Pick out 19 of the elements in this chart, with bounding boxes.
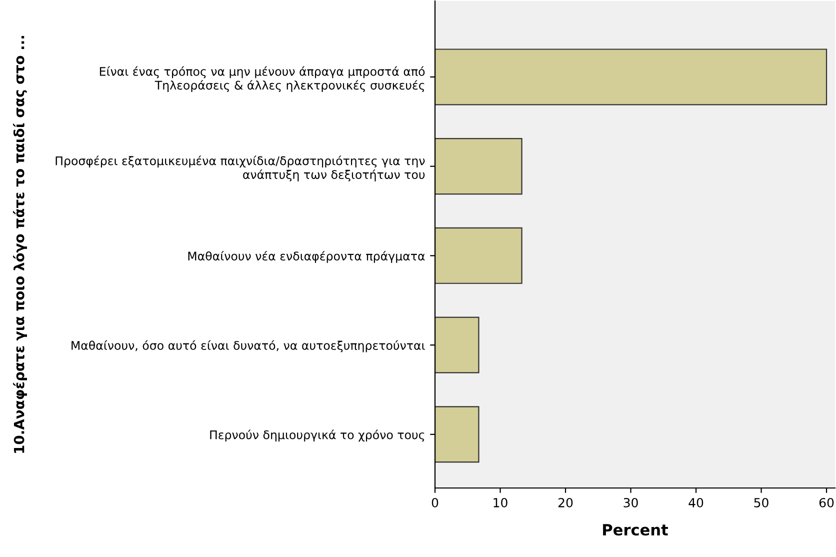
y-tick-label: Μαθαίνουν, όσο αυτό είναι δυνατό, να αυτοεξυπηρετούνται <box>72 340 425 352</box>
x-tick-label: 20 <box>558 498 573 508</box>
x-tick-label: 10 <box>494 498 508 508</box>
bar <box>435 138 522 195</box>
bar <box>435 227 522 284</box>
x-tick-label: 60 <box>819 498 834 508</box>
bar <box>435 316 480 374</box>
x-tick-label: 50 <box>754 498 768 508</box>
x-tick-label: 0 <box>432 498 438 508</box>
y-tick-label: Προσφέρει εξατομικευμένα παιχνίδια/δραστηριότητες για την ανάπτυξη των δεξιοτήτων του <box>56 156 425 182</box>
x-tick-label: 40 <box>688 498 704 508</box>
x-axis-title: Percent <box>603 524 668 536</box>
y-tick-label: Περνούν δημιουργικά το χρόνο τους <box>210 430 424 442</box>
y-tick-label: Είναι ένας τρόπος να μην μένουν άπραγα μπροστά από Τηλεοράσεις & άλλες ηλεκτρονικές συσκευές <box>100 66 425 92</box>
y-tick-label: Μαθαίνουν νέα ενδιαφέροντα πράγματα <box>188 250 425 263</box>
y-axis-title: 10.Αναφέρατε για ποιο λόγο πάτε το παιδί σας στο ... <box>13 36 27 453</box>
x-tick-label: 30 <box>624 498 638 508</box>
bar <box>435 48 828 106</box>
bar <box>435 406 480 463</box>
